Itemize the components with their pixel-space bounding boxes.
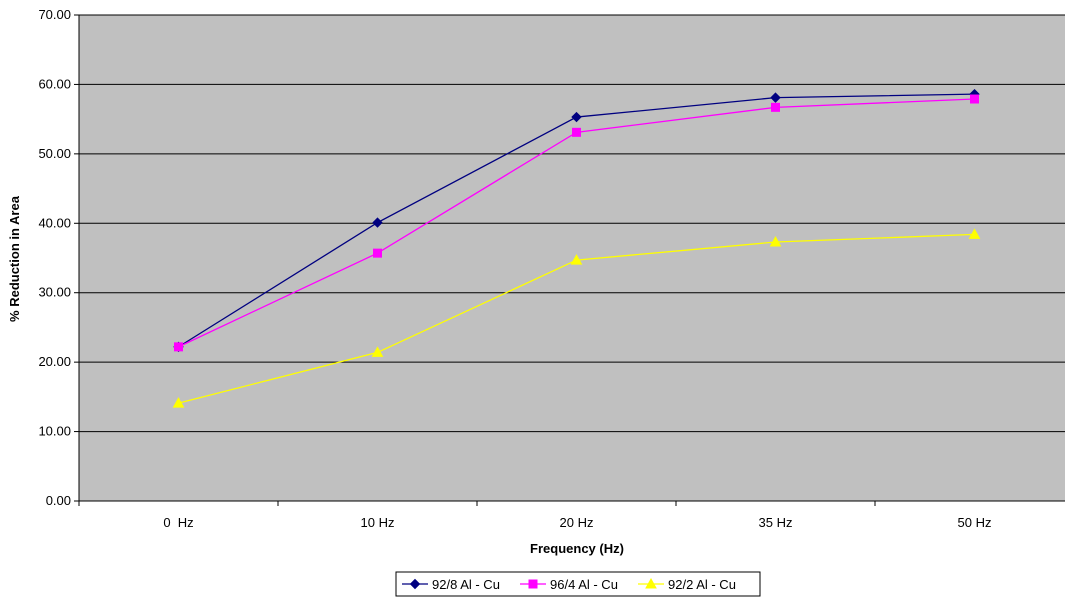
legend-label: 92/2 Al - Cu xyxy=(668,577,736,592)
series-layer xyxy=(172,88,981,408)
legend-item: 96/4 Al - Cu xyxy=(520,577,618,592)
y-tick-label: 70.00 xyxy=(38,7,71,22)
plot-background xyxy=(78,14,1065,502)
data-point xyxy=(771,102,780,112)
series-3 xyxy=(172,228,981,408)
y-tick-label: 10.00 xyxy=(38,424,71,439)
plot-area xyxy=(78,14,1065,502)
x-tick-label: 0 Hz xyxy=(163,515,193,530)
y-tick-label: 0.00 xyxy=(46,493,71,508)
x-tick-label: 50 Hz xyxy=(958,515,992,530)
legend-label: 92/8 Al - Cu xyxy=(432,577,500,592)
data-point xyxy=(769,236,782,247)
data-point xyxy=(371,346,384,357)
data-point xyxy=(174,342,183,352)
x-tick-label: 10 Hz xyxy=(361,515,395,530)
data-point xyxy=(571,111,582,123)
data-point xyxy=(372,217,383,228)
data-point xyxy=(172,397,185,408)
legend-item: 92/2 Al - Cu xyxy=(638,577,736,592)
legend-marker xyxy=(528,579,538,589)
legend-marker xyxy=(409,578,421,590)
legend-label: 96/4 Al - Cu xyxy=(550,577,618,592)
y-tick-label: 30.00 xyxy=(38,285,71,300)
data-point xyxy=(970,94,979,104)
legend-item: 92/8 Al - Cu xyxy=(402,577,500,592)
y-tick-label: 20.00 xyxy=(38,354,71,369)
x-axis-ticks: 0 Hz 10 Hz 20 Hz 35 Hz 50 Hz xyxy=(78,501,992,530)
y-tick-label: 60.00 xyxy=(38,76,71,91)
y-axis-title: % Reduction in Area xyxy=(7,195,22,322)
y-axis-ticks: 0.00 10.00 20.00 30.00 40.00 50.00 60.00 70.00 xyxy=(38,7,1065,508)
y-tick-label: 50.00 xyxy=(38,146,71,161)
x-axis-title: Frequency (Hz) xyxy=(530,541,624,556)
legend-box xyxy=(395,571,761,597)
x-tick-label: 20 Hz xyxy=(560,515,594,530)
data-point xyxy=(770,92,781,103)
legend-marker xyxy=(645,577,657,589)
data-point xyxy=(570,254,583,265)
data-point xyxy=(373,248,382,258)
data-point xyxy=(572,127,581,137)
y-tick-label: 40.00 xyxy=(38,215,71,230)
x-tick-label: 35 Hz xyxy=(759,515,793,530)
data-point xyxy=(968,228,981,239)
legend: 92/8 Al - Cu 96/4 Al - Cu 92/2 Al - Cu xyxy=(395,571,761,597)
series-2 xyxy=(174,94,979,352)
